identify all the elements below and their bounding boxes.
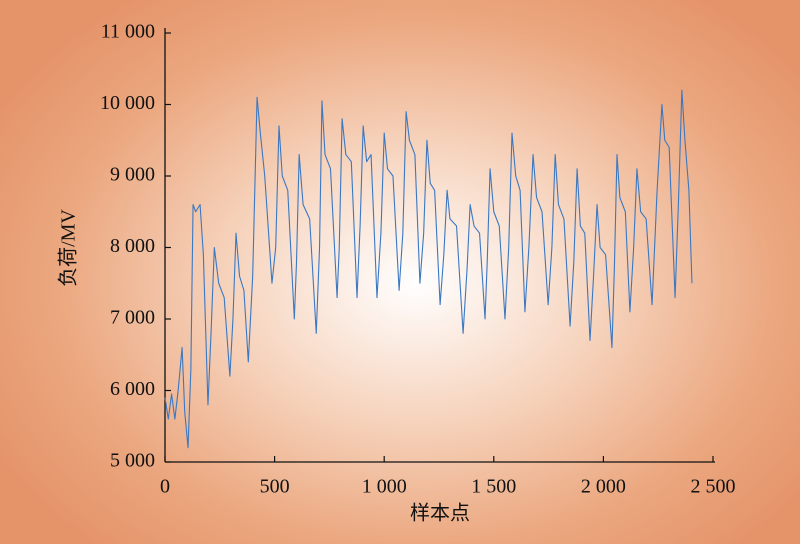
y-tick-label: 6 000 — [110, 378, 155, 400]
y-tick-label: 9 000 — [110, 164, 155, 186]
x-tick-label: 1 000 — [362, 476, 407, 498]
y-tick-label: 11 000 — [101, 21, 155, 43]
y-tick-label: 10 000 — [100, 92, 155, 114]
series-line — [164, 89, 693, 449]
y-tick-label: 8 000 — [110, 235, 155, 257]
x-axis-label: 样本点 — [410, 502, 470, 525]
x-tick-label: 1 500 — [471, 476, 516, 498]
x-tick-label: 500 — [260, 476, 290, 498]
y-tick-label: 7 000 — [110, 307, 155, 329]
x-tick-label: 2 000 — [581, 476, 626, 498]
y-tick-label: 5 000 — [110, 450, 155, 472]
x-tick-label: 2 500 — [691, 476, 736, 498]
x-tick-label: 0 — [160, 476, 170, 498]
y-axis-label: 负荷/MV — [57, 209, 80, 287]
